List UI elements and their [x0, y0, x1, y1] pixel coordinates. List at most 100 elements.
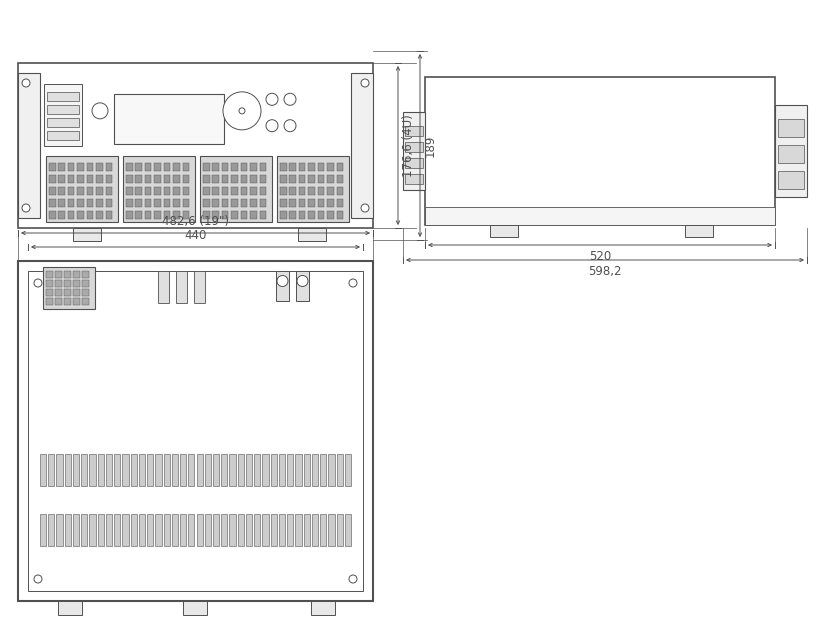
Bar — [126, 175, 133, 183]
Bar — [296, 271, 309, 301]
Bar — [126, 199, 133, 207]
Bar — [299, 211, 305, 219]
Circle shape — [737, 212, 743, 218]
Bar — [49, 163, 55, 171]
Bar — [126, 163, 133, 171]
Bar — [685, 225, 713, 237]
Bar — [122, 514, 129, 546]
Bar — [203, 199, 210, 207]
Bar — [311, 601, 335, 615]
Bar — [262, 454, 269, 486]
Bar — [145, 211, 152, 219]
Bar — [246, 514, 252, 546]
Bar — [82, 280, 89, 287]
Bar — [145, 175, 152, 183]
Bar — [155, 454, 162, 486]
Bar — [173, 199, 180, 207]
Bar — [73, 298, 80, 305]
Bar — [182, 199, 189, 207]
Bar — [97, 199, 103, 207]
Bar — [260, 211, 266, 219]
Bar — [40, 514, 46, 546]
Bar — [778, 119, 804, 137]
Bar — [64, 271, 71, 278]
Circle shape — [277, 275, 288, 287]
Bar — [238, 514, 244, 546]
Bar — [260, 186, 266, 195]
Bar — [328, 454, 334, 486]
Circle shape — [22, 79, 30, 87]
Bar — [778, 171, 804, 189]
Bar — [59, 163, 65, 171]
Circle shape — [361, 79, 369, 87]
Bar — [40, 454, 46, 486]
Bar — [320, 514, 327, 546]
Bar — [312, 454, 318, 486]
Bar — [182, 163, 189, 171]
Bar — [271, 454, 277, 486]
Bar — [279, 514, 285, 546]
Bar — [154, 163, 161, 171]
Bar — [48, 454, 54, 486]
Bar — [44, 84, 82, 145]
Bar — [241, 175, 247, 183]
Bar — [47, 91, 79, 100]
Bar — [173, 163, 180, 171]
Bar — [106, 454, 112, 486]
Bar — [213, 514, 219, 546]
Bar — [130, 454, 137, 486]
Bar — [46, 156, 118, 222]
Bar — [320, 454, 327, 486]
Bar — [64, 514, 71, 546]
Bar — [59, 211, 65, 219]
Bar — [78, 175, 84, 183]
Circle shape — [677, 212, 683, 218]
Bar — [145, 186, 152, 195]
Bar — [231, 186, 238, 195]
Bar — [213, 454, 219, 486]
Bar — [114, 454, 120, 486]
Bar — [59, 199, 65, 207]
Text: 189: 189 — [424, 134, 437, 157]
Bar — [337, 186, 343, 195]
Bar — [78, 186, 84, 195]
Bar — [280, 163, 286, 171]
Bar — [68, 175, 74, 183]
Bar — [250, 175, 257, 183]
Bar — [55, 280, 62, 287]
Bar — [123, 156, 195, 222]
Bar — [154, 186, 161, 195]
Bar — [114, 94, 224, 144]
Bar — [64, 280, 71, 287]
Bar — [18, 73, 40, 218]
Bar — [194, 271, 205, 303]
Bar — [290, 175, 296, 183]
Bar — [203, 186, 210, 195]
Bar — [46, 280, 53, 287]
Bar — [318, 163, 324, 171]
Bar — [309, 199, 315, 207]
Bar — [89, 454, 96, 486]
Bar — [337, 199, 343, 207]
Bar — [222, 199, 229, 207]
Bar — [47, 131, 79, 140]
Bar — [405, 174, 423, 184]
Bar — [318, 211, 324, 219]
Bar — [231, 211, 238, 219]
Bar — [180, 514, 186, 546]
Bar — [328, 175, 334, 183]
Circle shape — [223, 92, 261, 130]
Bar — [87, 163, 93, 171]
Bar — [203, 211, 210, 219]
Bar — [135, 211, 142, 219]
Bar — [145, 163, 152, 171]
Bar — [163, 514, 170, 546]
Bar — [337, 211, 343, 219]
Bar — [241, 211, 247, 219]
Bar — [87, 175, 93, 183]
Bar — [328, 163, 334, 171]
Bar — [81, 454, 87, 486]
Bar — [221, 514, 228, 546]
Bar — [126, 186, 133, 195]
Text: 520: 520 — [589, 250, 611, 263]
